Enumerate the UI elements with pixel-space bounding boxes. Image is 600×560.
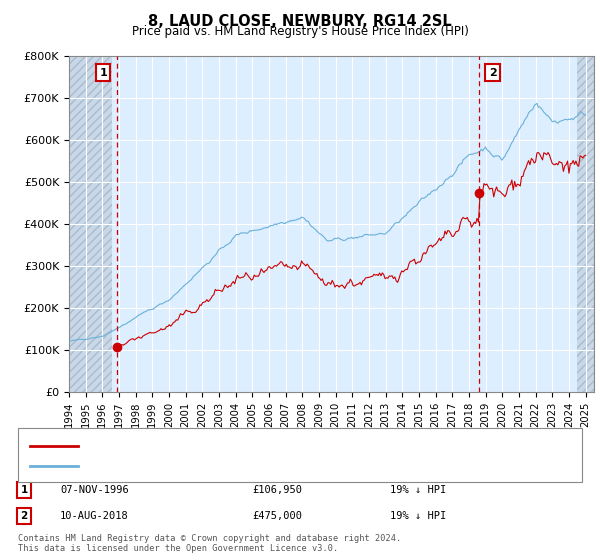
Text: 8, LAUD CLOSE, NEWBURY, RG14 2SL (detached house): 8, LAUD CLOSE, NEWBURY, RG14 2SL (detach… <box>87 441 377 451</box>
Text: Contains HM Land Registry data © Crown copyright and database right 2024.
This d: Contains HM Land Registry data © Crown c… <box>18 534 401 553</box>
Text: 19% ↓ HPI: 19% ↓ HPI <box>390 485 446 495</box>
Text: Price paid vs. HM Land Registry's House Price Index (HPI): Price paid vs. HM Land Registry's House … <box>131 25 469 38</box>
Text: 10-AUG-2018: 10-AUG-2018 <box>60 511 129 521</box>
Text: £475,000: £475,000 <box>252 511 302 521</box>
Text: HPI: Average price, detached house, West Berkshire: HPI: Average price, detached house, West… <box>87 461 358 472</box>
Text: 1: 1 <box>20 485 28 495</box>
Text: £106,950: £106,950 <box>252 485 302 495</box>
Text: 1: 1 <box>99 68 107 78</box>
Text: 19% ↓ HPI: 19% ↓ HPI <box>390 511 446 521</box>
Text: 2: 2 <box>489 68 497 78</box>
Text: 8, LAUD CLOSE, NEWBURY, RG14 2SL: 8, LAUD CLOSE, NEWBURY, RG14 2SL <box>148 14 452 29</box>
Text: 2: 2 <box>20 511 28 521</box>
Text: 07-NOV-1996: 07-NOV-1996 <box>60 485 129 495</box>
